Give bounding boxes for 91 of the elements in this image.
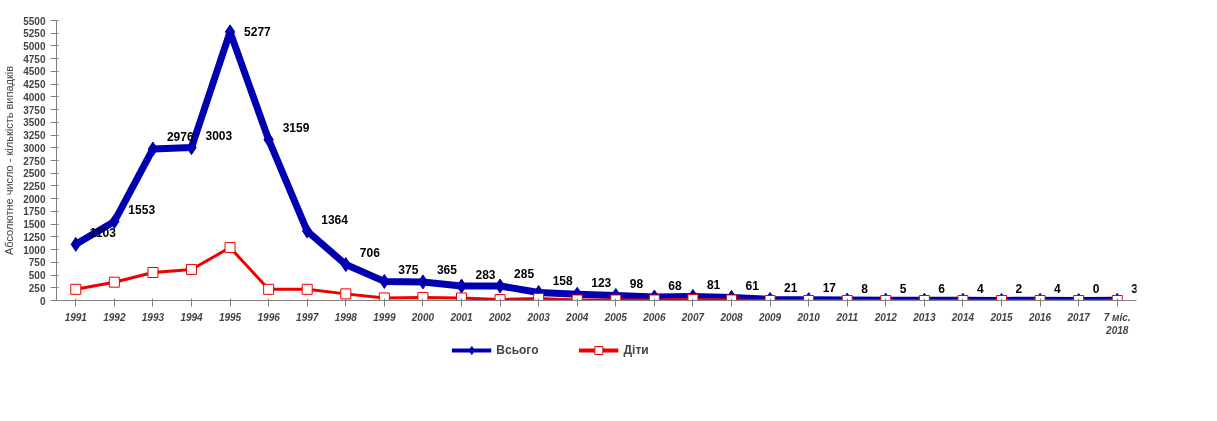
x-tick-label: 2002 (487, 311, 512, 323)
data-label: 365 (436, 263, 458, 278)
y-tick-label: 3750 (23, 104, 46, 116)
point (456, 292, 467, 301)
y-axis-title: Абсолютне число - кількість випадків (3, 65, 16, 256)
point (533, 292, 545, 301)
x-tick-label: 1992 (103, 311, 126, 323)
y-tick-label: 5000 (23, 40, 46, 52)
y-tick-label: 1750 (23, 206, 46, 218)
x-tick-label: 1993 (141, 311, 165, 323)
y-tick-label: 3250 (23, 130, 46, 142)
legend-label: Всього (496, 343, 539, 357)
x-tick-label: 1999 (373, 311, 396, 323)
data-label: 283 (475, 267, 496, 282)
y-tick-label: 500 (28, 270, 46, 282)
point (301, 283, 313, 295)
y-tick-label: 250 (28, 282, 46, 294)
data-label: 8 (861, 281, 869, 296)
data-label: 285 (514, 267, 535, 282)
data-label: 2 (1015, 281, 1023, 296)
x-tick-label: 2003 (526, 311, 551, 323)
y-tick-label: 2000 (23, 193, 46, 205)
x-tick-label: 2011 (835, 311, 859, 323)
data-label: 3 (1131, 281, 1139, 296)
y-tick-label: 0 (39, 295, 46, 307)
data-label: 17 (822, 281, 837, 296)
x-tick-label: 2001 (449, 311, 474, 323)
x-tick-label: 7 міс. 2018 (1103, 311, 1131, 336)
x-tick-label: 2000 (410, 311, 435, 323)
y-tick-label: 1000 (23, 244, 46, 256)
y-tick-label: 4250 (23, 79, 46, 91)
y-tick-label: 750 (28, 257, 46, 269)
data-label: 4 (976, 281, 984, 296)
x-tick-label: 2006 (642, 311, 666, 323)
x-tick-label: 2009 (757, 311, 782, 323)
x-tick-label: 2014 (950, 311, 975, 323)
data-label: 4 (1054, 281, 1062, 296)
data-label: 98 (629, 277, 644, 292)
y-tick-label: 4000 (23, 91, 46, 103)
point (378, 292, 390, 301)
x-tick-label: 2016 (1027, 311, 1052, 323)
x-tick-label: 2013 (912, 311, 936, 323)
point (263, 283, 275, 295)
y-tick-label: 2250 (23, 180, 46, 192)
y-tick-label: 2500 (23, 168, 46, 180)
point (224, 242, 236, 254)
point (70, 283, 82, 295)
x-tick-label: 1998 (334, 311, 358, 323)
x-tick-label: 2012 (873, 311, 898, 323)
y-tick-label: 1250 (23, 231, 46, 243)
data-label: 706 (359, 246, 381, 261)
data-label: 61 (745, 278, 760, 293)
y-tick-label: 4500 (23, 66, 46, 78)
x-tick-label: 2005 (603, 311, 628, 323)
data-label: 3003 (205, 129, 233, 144)
y-tick-label: 3000 (23, 142, 46, 154)
x-tick-label: 2004 (565, 311, 589, 323)
point (108, 276, 120, 288)
y-tick-label: 5500 (23, 15, 46, 27)
data-label: 21 (784, 280, 798, 295)
x-tick-label: 2010 (796, 311, 821, 323)
x-tick-label: 2017 (1066, 311, 1091, 323)
data-label: 68 (668, 278, 683, 293)
data-label: 6 (938, 281, 946, 296)
data-label: 158 (552, 273, 573, 288)
y-tick-label: 3500 (23, 117, 46, 129)
x-tick-label: 2008 (719, 311, 744, 323)
x-tick-label: 1997 (296, 311, 319, 323)
data-label: 1364 (321, 212, 349, 227)
data-label: 5277 (244, 25, 272, 40)
y-tick-label: 4750 (23, 53, 46, 65)
y-tick-label: 2750 (23, 155, 46, 167)
y-tick-label: 5250 (23, 28, 46, 40)
x-tick-label: 2015 (989, 311, 1014, 323)
point (417, 291, 429, 301)
x-tick-label: 1994 (180, 311, 204, 323)
data-label: 0 (1092, 282, 1100, 296)
data-label: 1553 (128, 202, 156, 217)
data-label: 5 (899, 281, 907, 296)
legend-label: Діти (623, 343, 649, 357)
x-tick-label: 1995 (218, 311, 242, 323)
x-tick-label: 1991 (64, 311, 88, 323)
y-tick-label: 1500 (23, 219, 46, 231)
data-label: 3159 (282, 121, 310, 136)
x-tick-label: 2007 (680, 311, 705, 323)
point (186, 263, 197, 275)
x-tick-label: 1996 (257, 311, 281, 323)
data-label: 81 (706, 277, 721, 292)
point (147, 267, 159, 278)
data-label: 375 (398, 262, 419, 277)
data-label: 123 (591, 275, 612, 290)
